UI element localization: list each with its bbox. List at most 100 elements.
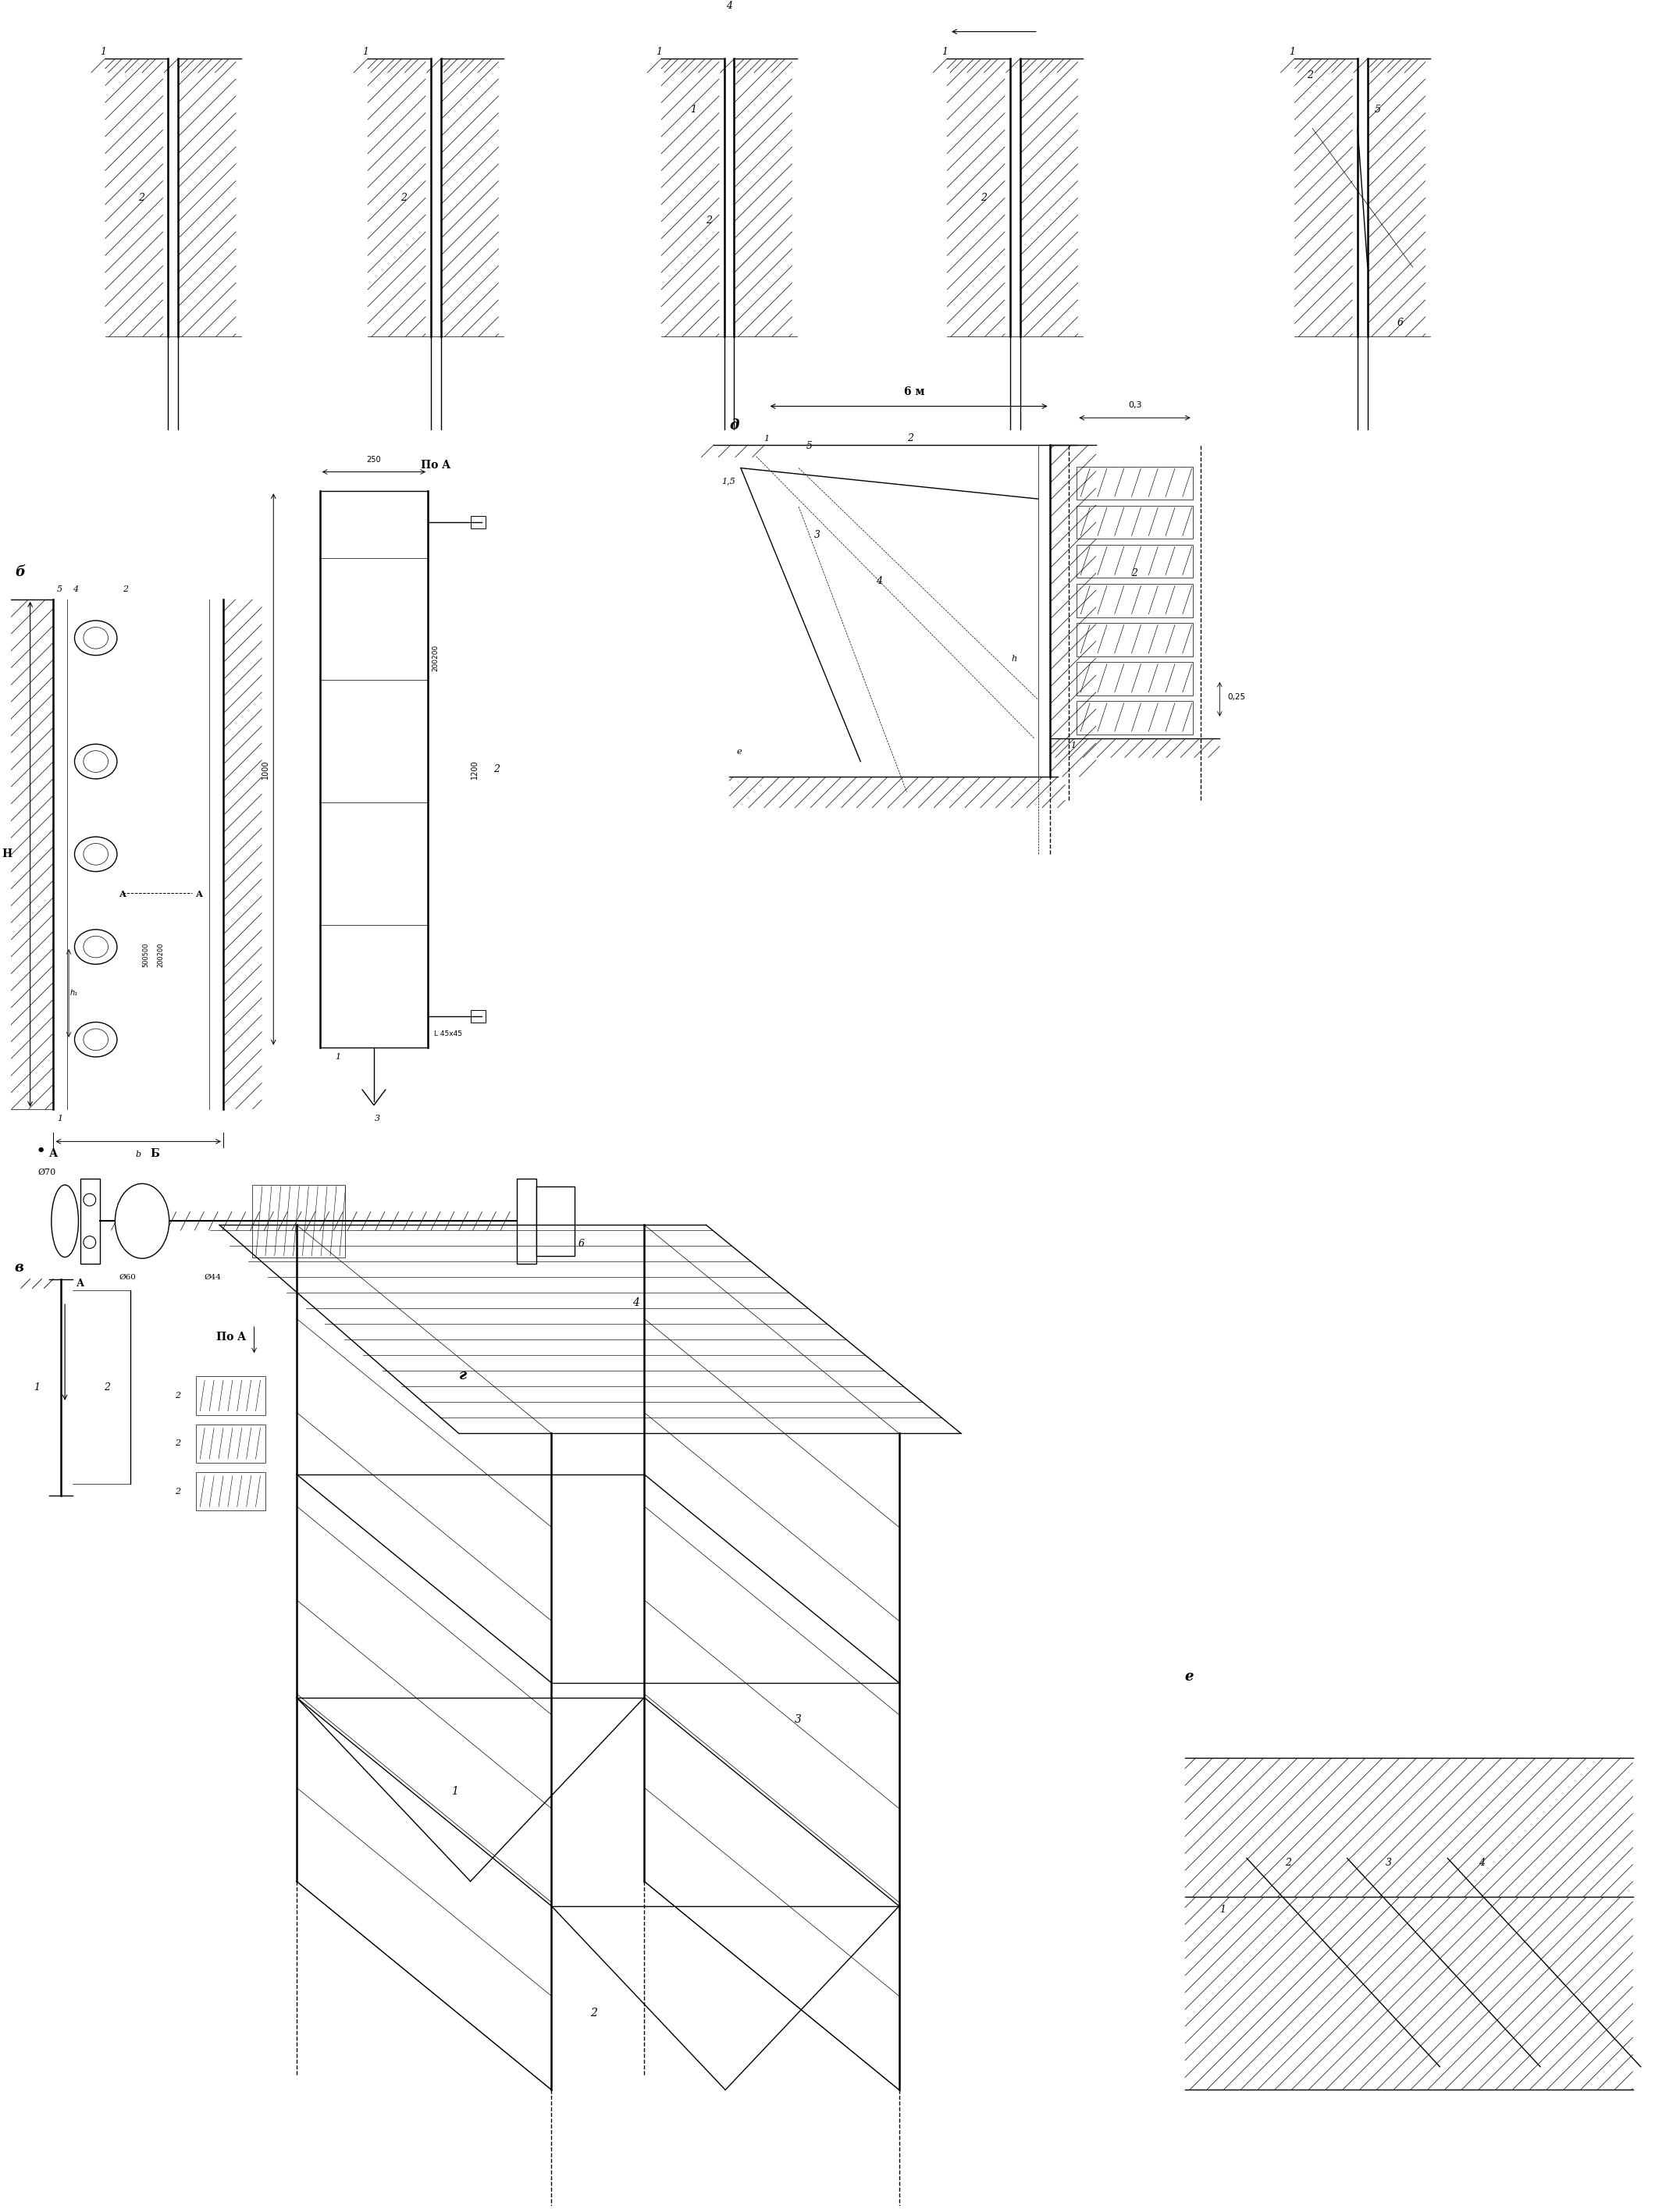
Text: А: А <box>119 890 126 899</box>
Text: 1: 1 <box>99 46 106 57</box>
Text: 1: 1 <box>57 1113 62 1122</box>
Text: 6 м: 6 м <box>904 387 926 398</box>
Text: Ø44: Ø44 <box>203 1275 222 1281</box>
Bar <box>197 1425 265 1462</box>
Circle shape <box>84 1237 96 1248</box>
Text: А: А <box>49 1149 59 1160</box>
Text: 1: 1 <box>690 106 697 115</box>
Text: 2: 2 <box>907 433 914 444</box>
Text: Б: Б <box>150 1149 160 1160</box>
Ellipse shape <box>74 930 118 965</box>
Text: Ø60: Ø60 <box>119 1275 136 1281</box>
Text: 2: 2 <box>1307 71 1314 80</box>
Text: 3: 3 <box>1386 1858 1393 1869</box>
Text: 2: 2 <box>590 2008 596 2019</box>
Bar <box>517 1180 536 1264</box>
Text: 3: 3 <box>375 1113 380 1122</box>
Text: e: e <box>738 747 743 755</box>
Bar <box>1077 466 1193 499</box>
Bar <box>1077 700 1193 733</box>
Text: г: г <box>459 1367 467 1383</box>
Text: А: А <box>77 1279 84 1290</box>
Text: По A: По A <box>217 1332 245 1343</box>
Text: 0,25: 0,25 <box>1228 694 1245 700</box>
Text: 3: 3 <box>815 530 820 539</box>
Text: 2: 2 <box>175 1392 180 1401</box>
Text: 3: 3 <box>795 1714 801 1725</box>
Text: е: е <box>1184 1670 1194 1683</box>
Bar <box>536 1186 575 1255</box>
Ellipse shape <box>74 621 118 656</box>
Ellipse shape <box>84 1029 108 1049</box>
Text: б: б <box>15 566 25 579</box>
Bar <box>1077 623 1193 656</box>
Text: 1: 1 <box>764 435 769 442</box>
Text: 2: 2 <box>979 192 986 203</box>
Text: 2: 2 <box>706 216 712 225</box>
Text: 200200: 200200 <box>158 943 165 968</box>
Bar <box>1077 546 1193 579</box>
Text: 0,3: 0,3 <box>1127 402 1141 409</box>
Text: L 45x45: L 45x45 <box>433 1029 462 1038</box>
Text: 2: 2 <box>1132 568 1137 579</box>
Text: h₁: h₁ <box>71 990 77 996</box>
Text: 1000: 1000 <box>262 760 270 780</box>
Text: 5: 5 <box>1374 106 1381 115</box>
Text: 6: 6 <box>1398 318 1403 327</box>
Text: 2: 2 <box>175 1440 180 1447</box>
Ellipse shape <box>84 751 108 773</box>
Text: в: в <box>15 1261 24 1275</box>
Ellipse shape <box>52 1184 79 1257</box>
Text: 1: 1 <box>655 46 662 57</box>
Text: 1: 1 <box>1070 742 1077 749</box>
Text: А: А <box>197 890 203 899</box>
Bar <box>197 1471 265 1511</box>
Ellipse shape <box>74 744 118 780</box>
Text: 6: 6 <box>578 1239 585 1250</box>
Text: 2: 2 <box>138 192 144 203</box>
Ellipse shape <box>116 1184 170 1259</box>
Text: 1: 1 <box>452 1785 459 1796</box>
Text: 4: 4 <box>875 577 882 585</box>
Text: 2: 2 <box>104 1383 109 1392</box>
Text: 250: 250 <box>366 455 381 464</box>
Text: 4: 4 <box>72 585 79 594</box>
Text: 2: 2 <box>402 192 407 203</box>
Text: 4: 4 <box>633 1297 640 1308</box>
Text: Ø70: Ø70 <box>39 1169 55 1175</box>
Text: 1: 1 <box>1220 1904 1226 1915</box>
Text: H: H <box>2 848 12 859</box>
Bar <box>1077 583 1193 616</box>
Text: 5: 5 <box>806 442 813 451</box>
Circle shape <box>84 1193 96 1206</box>
Ellipse shape <box>84 844 108 866</box>
Text: h: h <box>1011 654 1016 663</box>
Bar <box>197 1376 265 1416</box>
Text: 200200: 200200 <box>432 645 438 672</box>
Ellipse shape <box>84 937 108 959</box>
Bar <box>1077 663 1193 696</box>
Text: 5: 5 <box>57 585 62 594</box>
Text: 500500: 500500 <box>143 943 150 968</box>
Text: д: д <box>729 418 739 433</box>
Ellipse shape <box>74 837 118 873</box>
Text: 4: 4 <box>1478 1858 1485 1869</box>
Text: 1: 1 <box>941 46 948 57</box>
Text: 1,5: 1,5 <box>721 477 736 486</box>
Text: 4: 4 <box>726 0 732 11</box>
Bar <box>470 517 486 528</box>
Bar <box>1077 506 1193 539</box>
Text: 2: 2 <box>494 764 501 775</box>
Text: 2: 2 <box>175 1487 180 1495</box>
Ellipse shape <box>74 1023 118 1056</box>
Text: 1200: 1200 <box>470 760 479 780</box>
Text: b: b <box>136 1151 141 1158</box>
Text: 1: 1 <box>1289 46 1295 57</box>
Ellipse shape <box>84 627 108 649</box>
Text: 2: 2 <box>1285 1858 1292 1869</box>
Text: 1: 1 <box>363 46 368 57</box>
Bar <box>470 1010 486 1023</box>
Bar <box>81 1180 99 1264</box>
Text: По A: По A <box>420 459 450 471</box>
Text: 1: 1 <box>336 1054 341 1060</box>
